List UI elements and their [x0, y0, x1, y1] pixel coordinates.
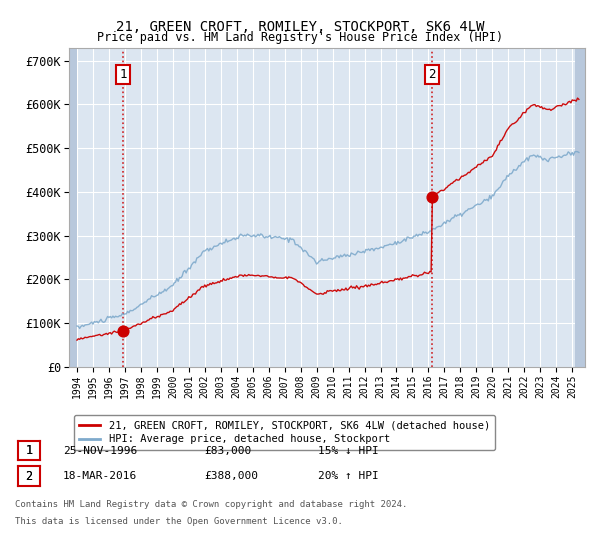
Text: 2: 2 [25, 469, 32, 483]
Text: 18-MAR-2016: 18-MAR-2016 [63, 471, 137, 481]
Text: 20% ↑ HPI: 20% ↑ HPI [318, 471, 379, 481]
Bar [575, 48, 585, 367]
Text: 2: 2 [25, 469, 32, 483]
Text: £388,000: £388,000 [204, 471, 258, 481]
Text: 1: 1 [25, 444, 32, 458]
Bar [69, 48, 77, 367]
Text: 2: 2 [428, 68, 436, 81]
Legend: 21, GREEN CROFT, ROMILEY, STOCKPORT, SK6 4LW (detached house), HPI: Average pric: 21, GREEN CROFT, ROMILEY, STOCKPORT, SK6… [74, 415, 495, 450]
Text: £83,000: £83,000 [204, 446, 251, 456]
Text: 1: 1 [119, 68, 127, 81]
Text: 21, GREEN CROFT, ROMILEY, STOCKPORT, SK6 4LW: 21, GREEN CROFT, ROMILEY, STOCKPORT, SK6… [116, 20, 484, 34]
Text: Price paid vs. HM Land Registry's House Price Index (HPI): Price paid vs. HM Land Registry's House … [97, 31, 503, 44]
Text: Contains HM Land Registry data © Crown copyright and database right 2024.: Contains HM Land Registry data © Crown c… [15, 500, 407, 509]
Text: 15% ↓ HPI: 15% ↓ HPI [318, 446, 379, 456]
Text: 1: 1 [25, 444, 32, 458]
Text: This data is licensed under the Open Government Licence v3.0.: This data is licensed under the Open Gov… [15, 516, 343, 526]
Point [427, 193, 436, 202]
Point [119, 326, 128, 335]
Text: 25-NOV-1996: 25-NOV-1996 [63, 446, 137, 456]
